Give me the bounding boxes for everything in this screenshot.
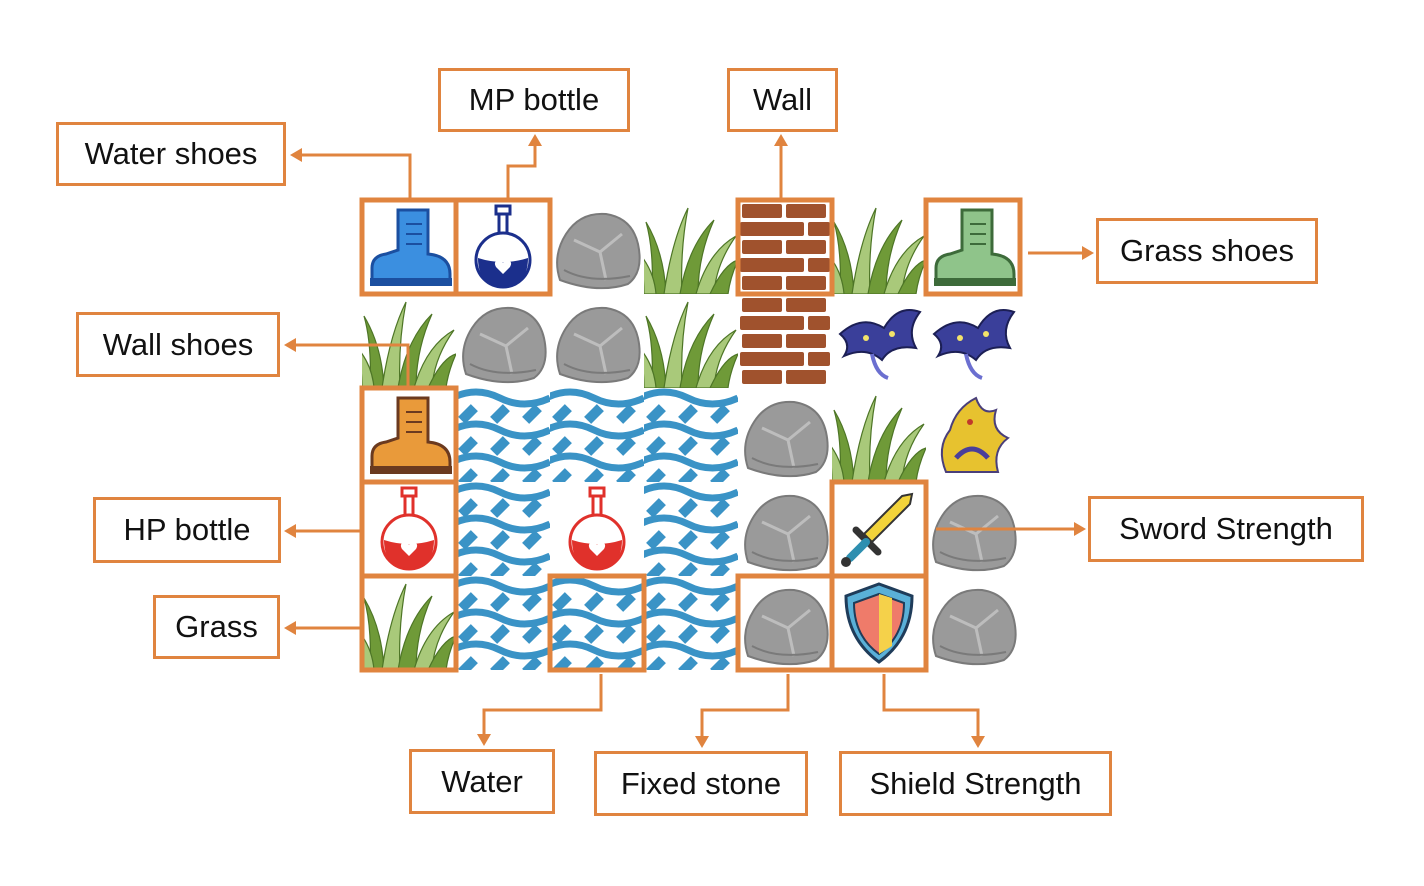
tile-water bbox=[644, 576, 738, 670]
tile-hp-bottle bbox=[550, 482, 644, 576]
tile-stone bbox=[738, 576, 832, 670]
arrowhead-mp-bottle bbox=[528, 134, 542, 146]
arrowhead-shield bbox=[971, 736, 985, 748]
highlight-grass bbox=[359, 573, 459, 673]
tile-water bbox=[644, 482, 738, 576]
tile-stone bbox=[456, 294, 550, 388]
label-fixed-stone: Fixed stone bbox=[594, 751, 808, 816]
tile-grass bbox=[644, 200, 738, 294]
highlight-grass-shoes bbox=[923, 197, 1023, 297]
tile-water-shoes bbox=[362, 200, 456, 294]
label-text: Wall bbox=[752, 82, 813, 117]
tile-hp-bottle bbox=[362, 482, 456, 576]
tile-water bbox=[456, 388, 550, 482]
tile-mp-bottle bbox=[456, 200, 550, 294]
connector-shield bbox=[882, 674, 980, 742]
highlight-wall bbox=[735, 197, 835, 297]
label-wall: Wall bbox=[727, 68, 838, 132]
tile-monster-yellow bbox=[926, 388, 1020, 482]
label-text: Grass shoes bbox=[1119, 233, 1294, 268]
label-grass: Grass bbox=[153, 595, 280, 659]
label-text: Wall shoes bbox=[102, 326, 254, 362]
label-water-shoes: Water shoes bbox=[56, 122, 286, 186]
arrowhead-fixed-stone bbox=[695, 736, 709, 748]
arrowhead-wall-shoes bbox=[284, 338, 296, 352]
tile-monster-blue bbox=[832, 294, 926, 388]
tile-water bbox=[456, 576, 550, 670]
label-text: Sword Strength bbox=[1119, 511, 1333, 546]
tile-grass bbox=[644, 294, 738, 388]
arrowhead-grass bbox=[284, 621, 296, 635]
label-text: Shield Strength bbox=[869, 765, 1082, 801]
label-wall-shoes: Wall shoes bbox=[76, 312, 280, 377]
connector-mp-bottle bbox=[506, 140, 537, 198]
connector-wall-shoes bbox=[290, 343, 410, 388]
label-text: Fixed stone bbox=[620, 765, 782, 801]
tile-wall bbox=[738, 294, 832, 388]
tile-stone bbox=[926, 576, 1020, 670]
arrowhead-sword bbox=[1074, 522, 1086, 536]
tile-water bbox=[550, 388, 644, 482]
label-text: MP bottle bbox=[468, 82, 600, 117]
tile-water bbox=[456, 482, 550, 576]
arrowhead-hp-bottle bbox=[284, 524, 296, 538]
label-text: Water shoes bbox=[84, 136, 258, 171]
tile-grass bbox=[362, 576, 456, 670]
label-hp-bottle: HP bottle bbox=[93, 497, 281, 563]
label-sword-strength: Sword Strength bbox=[1088, 496, 1364, 562]
arrowhead-water bbox=[477, 734, 491, 746]
label-mp-bottle: MP bottle bbox=[438, 68, 630, 132]
label-text: Grass bbox=[175, 609, 258, 644]
tile-wall bbox=[738, 200, 832, 294]
connector-fixed-stone bbox=[700, 674, 790, 742]
label-text: Water bbox=[441, 763, 523, 799]
tile-water bbox=[550, 576, 644, 670]
label-text: HP bottle bbox=[123, 512, 251, 547]
tile-stone bbox=[550, 200, 644, 294]
highlight-shield bbox=[829, 573, 929, 673]
highlight-water bbox=[547, 573, 647, 673]
tile-water bbox=[644, 388, 738, 482]
tile-shield bbox=[832, 576, 926, 670]
tile-grass bbox=[362, 294, 456, 388]
connector-water bbox=[482, 674, 603, 740]
tile-sword bbox=[832, 482, 926, 576]
highlight-mp-bottle bbox=[453, 197, 553, 297]
connector-water-shoes bbox=[296, 153, 412, 198]
label-shield-strength: Shield Strength bbox=[839, 751, 1112, 816]
label-grass-shoes: Grass shoes bbox=[1096, 218, 1318, 284]
tile-grass bbox=[832, 200, 926, 294]
arrowhead-wall bbox=[774, 134, 788, 146]
tile-stone bbox=[738, 482, 832, 576]
tile-stone bbox=[550, 294, 644, 388]
tile-grass bbox=[832, 388, 926, 482]
tile-monster-blue bbox=[926, 294, 1020, 388]
tile-wall-shoes bbox=[362, 388, 456, 482]
arrowhead-grass-shoes bbox=[1082, 246, 1094, 260]
tile-grass-shoes bbox=[926, 200, 1020, 294]
label-water: Water bbox=[409, 749, 555, 814]
tile-stone bbox=[738, 388, 832, 482]
arrowhead-water-shoes bbox=[290, 148, 302, 162]
